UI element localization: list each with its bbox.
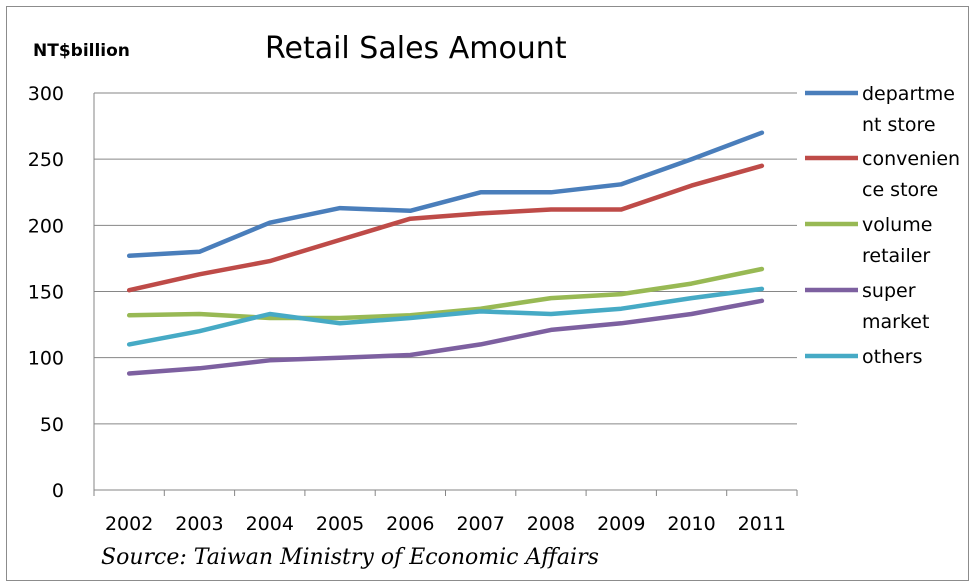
gridlines <box>94 92 797 425</box>
legend-label: departme <box>862 83 955 105</box>
chart-title: Retail Sales Amount <box>265 31 567 66</box>
series-line <box>126 298 765 376</box>
x-tick-label: 2003 <box>175 513 223 535</box>
chart-frame <box>6 6 969 581</box>
legend-label: ce store <box>862 179 938 201</box>
legend-label: nt store <box>862 114 936 136</box>
legend-label: market <box>862 311 929 333</box>
legend-label: retailer <box>862 245 930 267</box>
x-tick-label: 2005 <box>316 513 364 535</box>
y-tick-label: 0 <box>52 480 64 502</box>
legend: departme nt store convenien ce store volume r… <box>805 83 960 368</box>
y-tick-label: 250 <box>28 149 64 171</box>
legend-label: super <box>862 280 916 302</box>
x-tick-label: 2004 <box>246 513 294 535</box>
y-tick-label: 300 <box>28 83 64 105</box>
x-tick-label: 2009 <box>597 513 645 535</box>
series-line <box>126 163 765 293</box>
x-tick-label: 2006 <box>386 513 434 535</box>
series-lines <box>126 130 765 376</box>
source-note: Source: Taiwan Ministry of Economic Affa… <box>101 545 599 570</box>
axes: 0 50 100 150 200 250 300 2002 2003 2004 2005 2006 20… <box>28 83 798 535</box>
y-tick-label: 150 <box>28 282 64 304</box>
legend-label: volume <box>862 214 932 236</box>
y-tick-label: 50 <box>40 414 64 436</box>
legend-label: others <box>862 346 923 368</box>
legend-label: convenien <box>862 148 960 170</box>
x-tick-label: 2007 <box>456 513 504 535</box>
x-tick-label: 2008 <box>527 513 575 535</box>
y-axis-unit-label: NT$billion <box>33 41 130 61</box>
x-tick-label: 2011 <box>738 513 786 535</box>
x-tick-label: 2002 <box>105 513 153 535</box>
y-tick-label: 100 <box>28 348 64 370</box>
series-line <box>126 266 765 321</box>
x-tick-label: 2010 <box>667 513 715 535</box>
series-line <box>126 130 765 259</box>
series-line <box>126 286 765 347</box>
y-tick-label: 200 <box>28 215 64 237</box>
